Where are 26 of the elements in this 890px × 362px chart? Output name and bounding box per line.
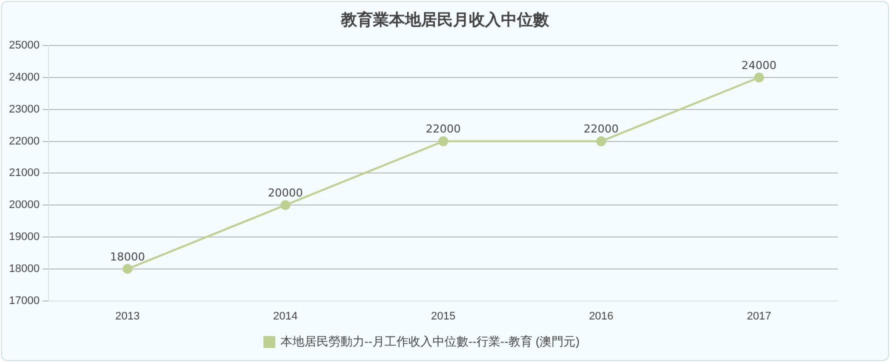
- point: [280, 200, 290, 210]
- data-label: 24000: [742, 58, 777, 72]
- data-label: 18000: [110, 250, 146, 264]
- data-label: 22000: [584, 122, 619, 136]
- y-tick-label: 18000: [8, 262, 40, 275]
- chart-title: 教育業本地居民月收入中位數: [340, 10, 550, 31]
- data-label: 22000: [426, 122, 461, 136]
- legend-label: 本地居民勞動力--月工作收入中位數--行業--教育 (澳門元): [280, 334, 580, 348]
- point: [754, 72, 764, 82]
- x-tick-label: 2014: [273, 310, 298, 322]
- y-tick-label: 24000: [8, 72, 40, 84]
- point: [596, 136, 606, 146]
- y-tick-label: 25000: [8, 40, 40, 52]
- x-tick-label: 2017: [746, 310, 772, 322]
- y-tick-label: 17000: [8, 294, 40, 307]
- data-label: 20000: [268, 186, 303, 200]
- point: [122, 264, 133, 274]
- x-tick-label: 2013: [115, 310, 140, 322]
- x-tick-label: 2015: [431, 310, 456, 322]
- x-tick-label: 2016: [588, 310, 614, 322]
- y-tick-label: 23000: [8, 103, 40, 116]
- point: [438, 136, 448, 146]
- y-tick-label: 19000: [8, 231, 40, 244]
- y-tick-label: 22000: [8, 135, 40, 148]
- y-tick-label: 21000: [8, 167, 40, 180]
- y-tick-label: 20000: [8, 199, 40, 212]
